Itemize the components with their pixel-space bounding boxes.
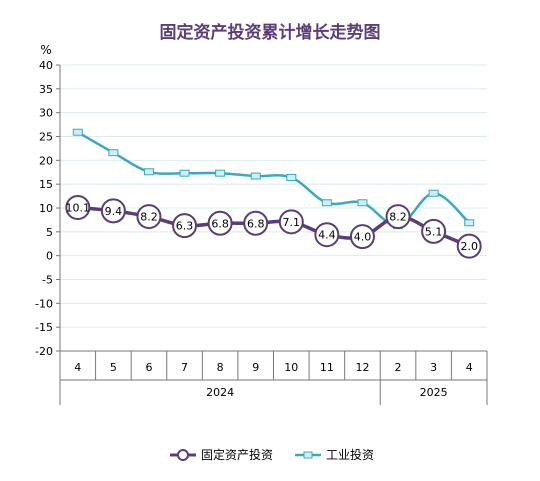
- y-tick-label: -20: [35, 345, 53, 358]
- fixed-asset-investment-data-label: 7.1: [283, 216, 301, 229]
- x-tick-label: 10: [284, 361, 298, 374]
- fixed-asset-investment-marker: [385, 204, 411, 230]
- y-tick-label: 15: [39, 178, 53, 191]
- y-tick-label: 25: [39, 131, 53, 144]
- y-tick-label: 0: [46, 250, 53, 263]
- industrial-investment-marker: [357, 199, 368, 207]
- y-axis-unit: %: [40, 43, 51, 57]
- fixed-asset-investment-data-label: 10.1: [66, 202, 91, 215]
- y-tick-label: 5: [46, 226, 53, 239]
- fixed-asset-investment-marker: [65, 195, 91, 221]
- x-tick-label: 11: [320, 361, 334, 374]
- year-group-label: 2024: [206, 386, 234, 399]
- axes: 40 35 30 25 20 15 10 5 0 -5 -10 -15 -20 4 5 6 7 8 9 10 11 12 2…: [35, 59, 488, 405]
- fixed-asset-investment-marker: [243, 210, 269, 236]
- fixed-asset-investment-data-label: 8.2: [140, 211, 158, 224]
- x-tick-label: 3: [430, 361, 437, 374]
- x-tick-label: 6: [145, 361, 152, 374]
- fixed-asset-investment-data-label: 6.8: [247, 217, 265, 230]
- y-tick-label: 30: [39, 107, 53, 120]
- industrial-investment-marker: [428, 189, 439, 197]
- industrial-investment-marker: [108, 149, 119, 157]
- industrial-investment-marker: [286, 173, 297, 181]
- fixed-asset-investment-data-label: 8.2: [389, 211, 407, 224]
- y-tick-label: -10: [35, 297, 53, 310]
- x-tick-label: 5: [110, 361, 117, 374]
- fixed-asset-investment-marker: [172, 213, 198, 239]
- x-tick-label: 9: [252, 361, 259, 374]
- y-tick-label: 40: [39, 59, 53, 72]
- fixed-asset-investment-marker: [278, 209, 304, 235]
- x-tick-label: 8: [217, 361, 224, 374]
- y-tick-label: -15: [35, 321, 53, 334]
- legend-marker: [177, 449, 189, 461]
- fixed-asset-investment-marker: [136, 204, 162, 230]
- x-tick-label: 12: [355, 361, 369, 374]
- fixed-asset-investment-data-label: 6.8: [211, 217, 229, 230]
- fixed-asset-investment-data-label: 2.0: [460, 240, 478, 253]
- fixed-asset-investment-data-label: 5.1: [425, 225, 443, 238]
- x-tick-label: 2: [395, 361, 402, 374]
- industrial-investment-marker: [179, 169, 190, 177]
- legend: 固定资产投资 工业投资: [170, 447, 374, 462]
- fixed-asset-investment-data-label: 4.4: [318, 229, 336, 242]
- industrial-investment-marker: [464, 219, 475, 227]
- fixed-asset-investment-line: [76, 205, 471, 248]
- series-lines: 10.1 9.4 8.2 6.3 6.8 6.8 7.1 4.4 4.0 8.2 5.1 2.0: [65, 128, 482, 259]
- industrial-investment-marker: [143, 168, 154, 176]
- chart-title: 固定资产投资累计增长走势图: [160, 22, 381, 43]
- fixed-asset-investment-marker: [207, 210, 233, 236]
- x-tick-label: 4: [466, 361, 473, 374]
- industrial-investment-marker: [250, 172, 261, 180]
- industrial-investment-line: [76, 130, 471, 227]
- year-group-label: 2025: [420, 386, 448, 399]
- industrial-investment-marker: [215, 169, 226, 177]
- fixed-asset-investment-marker: [349, 224, 375, 250]
- industrial-investment-marker: [321, 199, 332, 207]
- fixed-asset-investment-marker: [421, 218, 447, 244]
- fixed-asset-investment-data-label: 6.3: [176, 220, 194, 233]
- legend-label: 固定资产投资: [201, 447, 273, 462]
- industrial-investment-marker: [72, 128, 83, 136]
- legend-label: 工业投资: [326, 447, 374, 462]
- y-tick-label: -5: [42, 274, 53, 287]
- fixed-asset-investment-marker: [456, 233, 482, 259]
- y-tick-label: 20: [39, 154, 53, 167]
- y-tick-label: 35: [39, 83, 53, 96]
- legend-marker: [303, 451, 313, 459]
- fixed-asset-investment-marker: [314, 222, 340, 248]
- y-tick-label: 10: [39, 202, 53, 215]
- x-tick-label: 4: [74, 361, 81, 374]
- fixed-asset-investment-data-label: 4.0: [354, 231, 372, 244]
- fixed-asset-investment-marker: [100, 198, 126, 224]
- x-tick-label: 7: [181, 361, 188, 374]
- fixed-asset-investment-data-label: 9.4: [105, 205, 123, 218]
